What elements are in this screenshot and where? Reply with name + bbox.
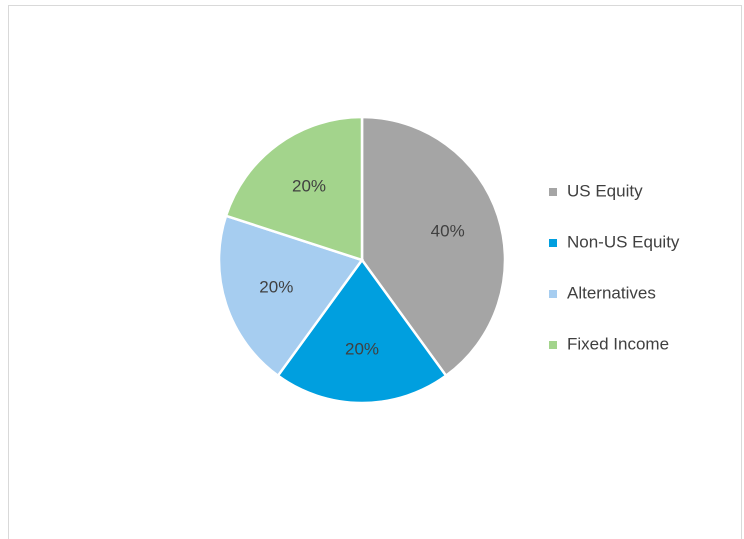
pie-slice: [217, 214, 365, 378]
legend-swatch: [549, 341, 557, 349]
legend-label: US Equity: [567, 181, 643, 200]
data-label: 20%: [259, 277, 293, 296]
pie-slice: [360, 115, 507, 378]
legend-swatch: [549, 290, 557, 298]
pie-slice: [276, 257, 448, 405]
legend: US Equity Non-US Equity Alternatives Fixed …: [549, 181, 680, 353]
pie: 40% 20% 20% 20%: [217, 115, 507, 405]
legend-swatch: [549, 188, 557, 196]
data-label: 40%: [431, 222, 465, 241]
legend-label: Fixed Income: [567, 334, 669, 353]
chart-border: [8, 5, 742, 539]
legend-label: Non-US Equity: [567, 232, 680, 251]
pie-slice: [224, 115, 364, 262]
data-label: 20%: [345, 340, 379, 359]
legend-label: Alternatives: [567, 283, 656, 302]
data-label: 20%: [292, 177, 326, 196]
legend-swatch: [549, 239, 557, 247]
